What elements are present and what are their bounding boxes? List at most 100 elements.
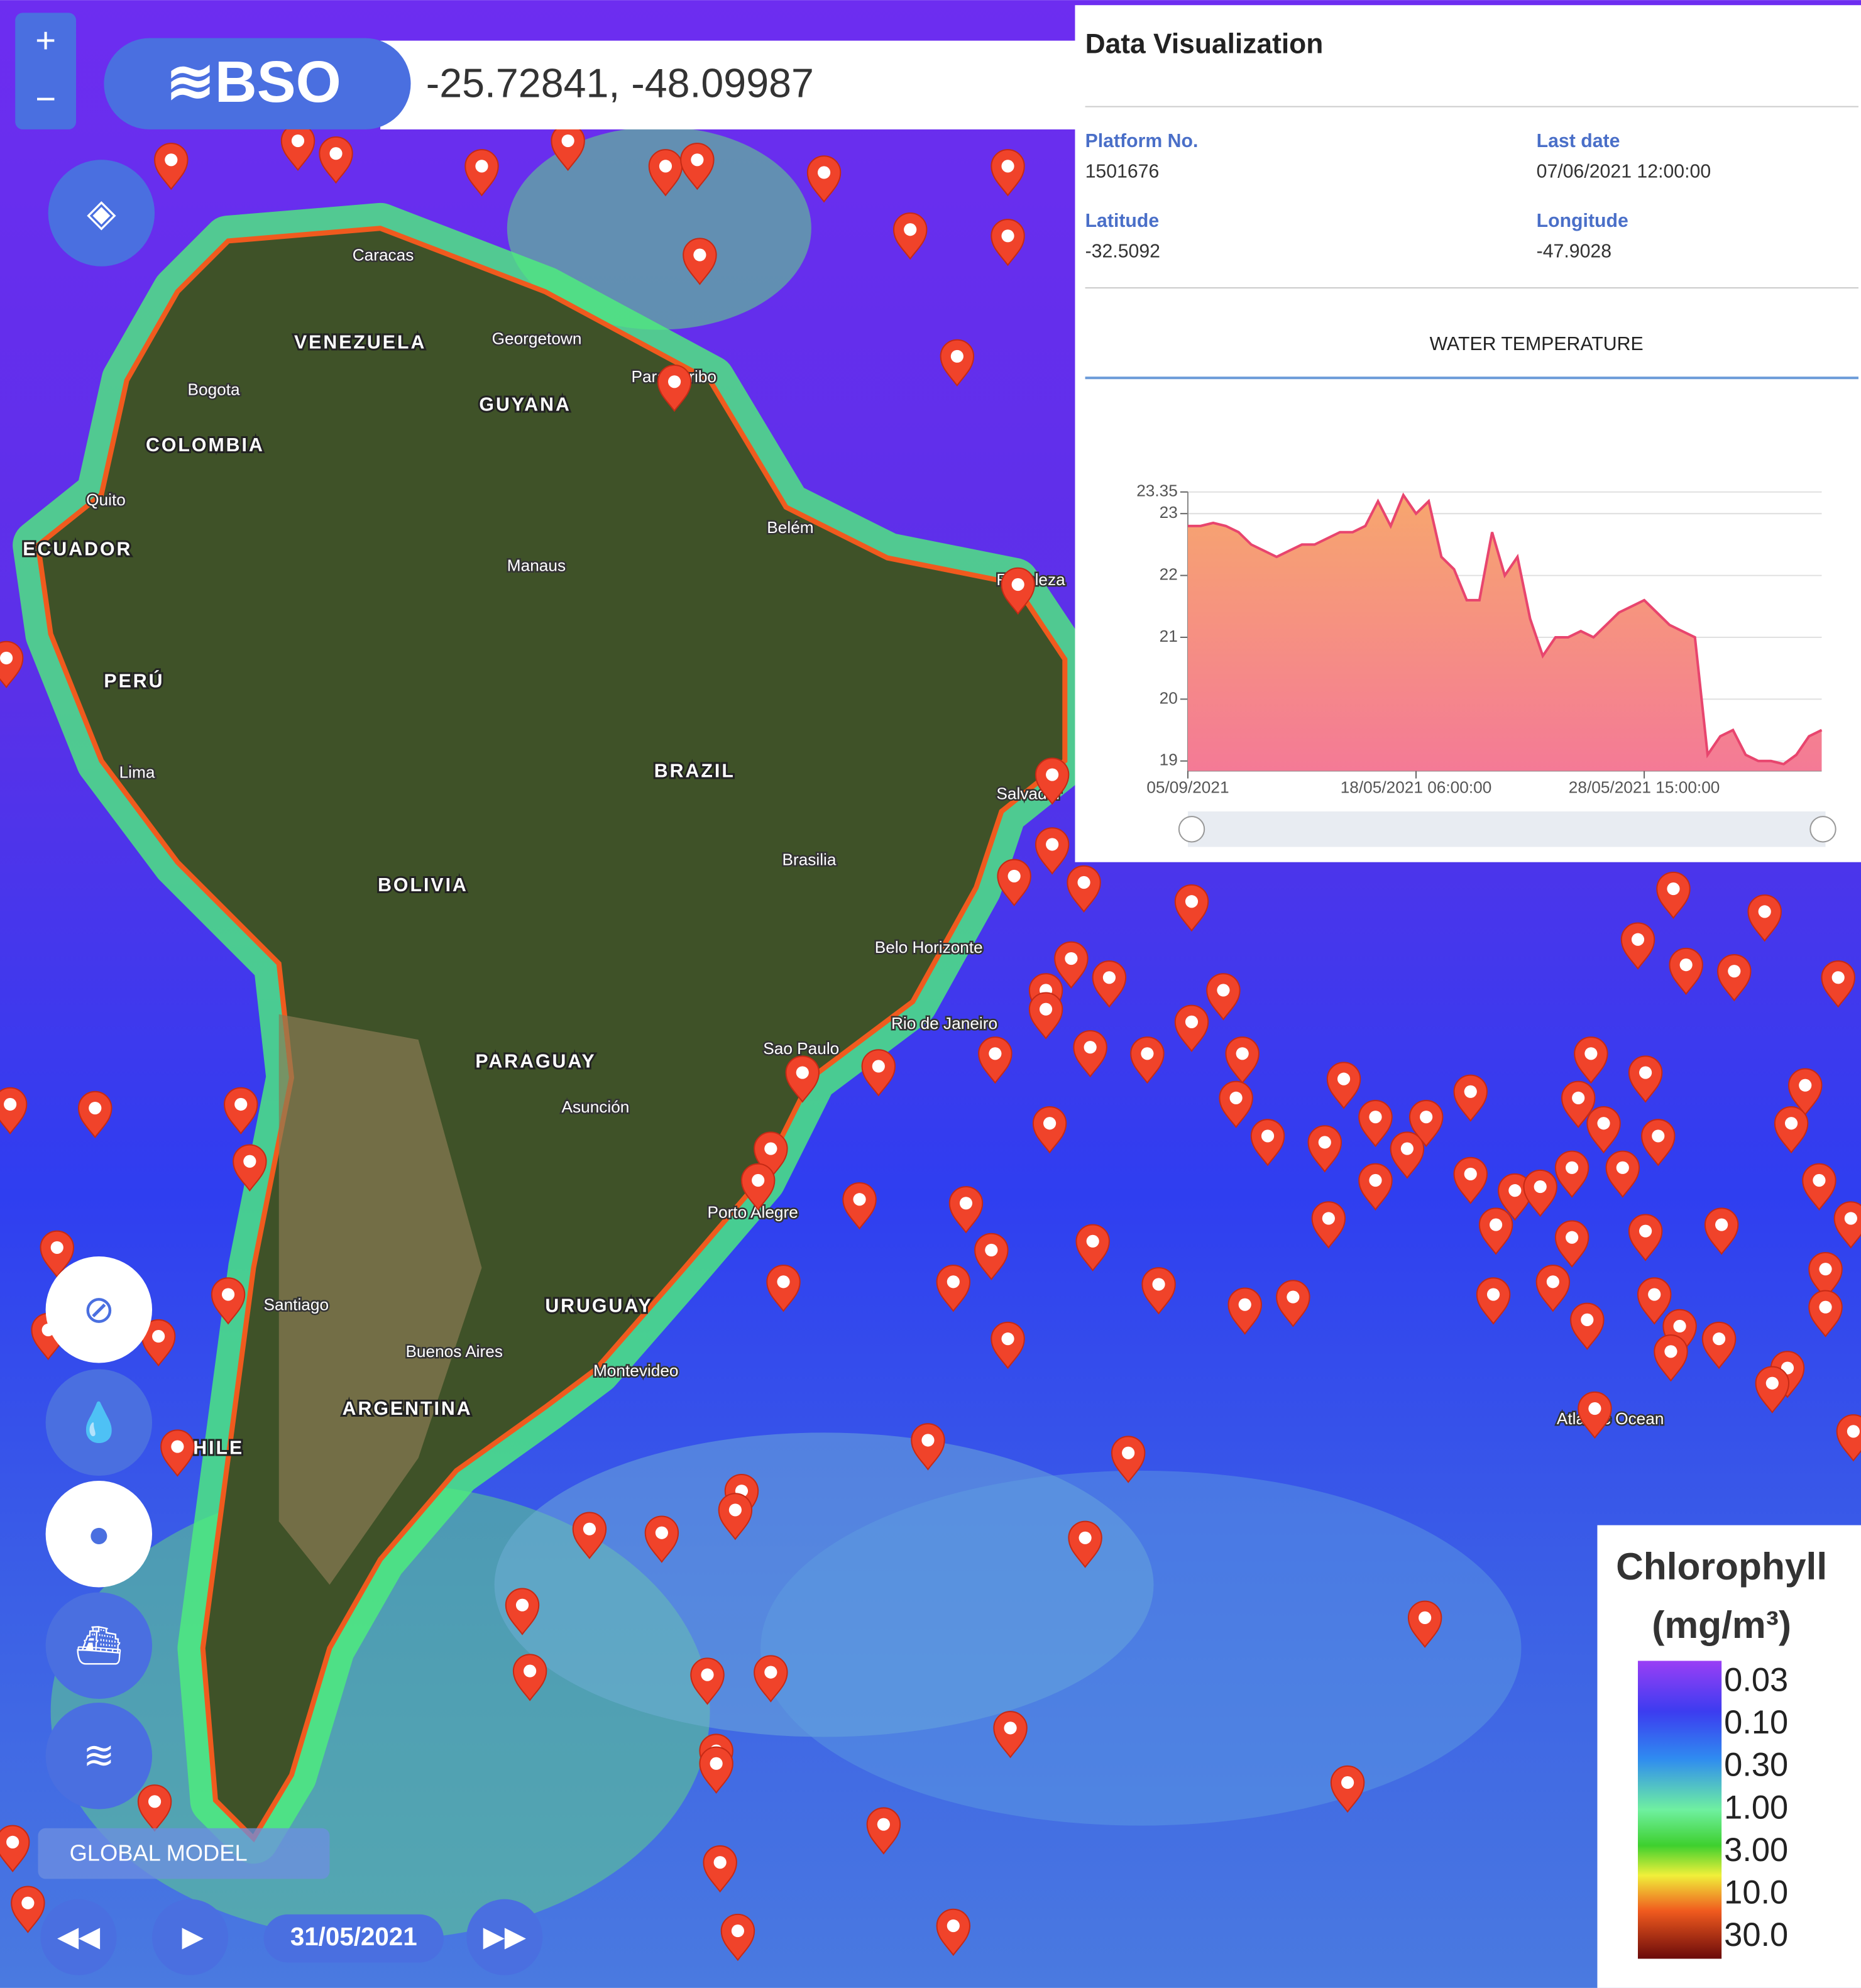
float-marker[interactable] <box>572 1512 607 1559</box>
float-marker[interactable] <box>644 1515 679 1563</box>
float-marker[interactable] <box>842 1182 877 1230</box>
float-marker[interactable] <box>1833 1201 1861 1249</box>
float-marker[interactable] <box>1808 1251 1843 1300</box>
tool-button[interactable] <box>45 1369 153 1476</box>
float-marker[interactable] <box>505 1588 540 1635</box>
float-marker[interactable] <box>1206 973 1241 1021</box>
float-marker[interactable] <box>718 1493 753 1540</box>
float-marker[interactable] <box>1578 1391 1612 1439</box>
float-marker[interactable] <box>1032 1106 1067 1154</box>
float-marker[interactable] <box>11 1886 45 1933</box>
logo-pill[interactable] <box>104 38 411 129</box>
float-marker[interactable] <box>1570 1302 1605 1350</box>
float-marker[interactable] <box>1774 1106 1809 1154</box>
float-marker[interactable] <box>1605 1150 1640 1198</box>
float-marker[interactable] <box>1035 827 1070 875</box>
float-marker[interactable] <box>911 1423 945 1471</box>
navigator-handle[interactable] <box>1178 816 1205 843</box>
float-marker[interactable] <box>137 1784 172 1832</box>
float-marker[interactable] <box>657 365 692 412</box>
float-marker[interactable] <box>1311 1201 1346 1249</box>
float-marker[interactable] <box>948 1186 984 1234</box>
float-marker[interactable] <box>1802 1163 1836 1211</box>
tool-button[interactable] <box>45 1256 153 1363</box>
float-marker[interactable] <box>690 1657 725 1705</box>
float-marker[interactable] <box>703 1845 737 1893</box>
float-marker[interactable] <box>512 1654 547 1701</box>
float-marker[interactable] <box>940 339 975 387</box>
float-marker[interactable] <box>766 1265 801 1312</box>
float-marker[interactable] <box>1669 947 1703 996</box>
rewind-button[interactable] <box>40 1899 117 1975</box>
float-marker[interactable] <box>1092 960 1127 1008</box>
float-marker[interactable] <box>1358 1163 1393 1211</box>
float-marker[interactable] <box>1307 1125 1342 1173</box>
navigator[interactable] <box>1187 811 1826 847</box>
float-marker[interactable] <box>974 1233 1009 1281</box>
float-marker[interactable] <box>1628 1055 1663 1103</box>
float-marker[interactable] <box>1478 1207 1513 1255</box>
float-marker[interactable] <box>464 149 499 197</box>
float-marker[interactable] <box>1276 1280 1310 1327</box>
float-marker[interactable] <box>1554 1220 1589 1268</box>
float-marker[interactable] <box>740 1163 776 1211</box>
float-marker[interactable] <box>680 143 715 190</box>
float-marker[interactable] <box>1141 1267 1176 1315</box>
float-marker[interactable] <box>1174 1004 1209 1052</box>
float-marker[interactable] <box>936 1908 971 1957</box>
float-marker[interactable] <box>1788 1068 1823 1116</box>
float-marker[interactable] <box>991 149 1025 197</box>
float-marker[interactable] <box>936 1265 971 1312</box>
float-marker[interactable] <box>0 640 24 689</box>
float-marker[interactable] <box>1001 567 1035 615</box>
float-marker[interactable] <box>978 1036 1013 1084</box>
float-marker[interactable] <box>1028 992 1063 1040</box>
float-marker[interactable] <box>141 1319 176 1367</box>
float-marker[interactable] <box>1498 1173 1532 1221</box>
float-marker[interactable] <box>1554 1150 1589 1198</box>
float-marker[interactable] <box>1535 1265 1571 1312</box>
float-marker[interactable] <box>78 1090 113 1139</box>
float-marker[interactable] <box>1836 1414 1861 1462</box>
float-marker[interactable] <box>993 1711 1028 1759</box>
float-marker[interactable] <box>1035 757 1070 805</box>
float-marker[interactable] <box>154 143 189 190</box>
float-marker[interactable] <box>1326 1062 1361 1109</box>
tool-button[interactable] <box>45 1592 153 1699</box>
navigator-handle[interactable] <box>1809 816 1836 843</box>
float-marker[interactable] <box>1130 1036 1165 1084</box>
float-marker[interactable] <box>683 238 717 285</box>
float-marker[interactable] <box>1747 894 1782 942</box>
date-pill[interactable] <box>263 1914 444 1963</box>
float-marker[interactable] <box>1574 1036 1608 1084</box>
float-marker[interactable] <box>1068 1520 1102 1568</box>
float-marker[interactable] <box>1054 941 1089 989</box>
float-marker[interactable] <box>1453 1074 1488 1122</box>
float-marker[interactable] <box>1225 1036 1260 1084</box>
float-marker[interactable] <box>319 136 353 184</box>
tool-button[interactable] <box>45 1481 153 1588</box>
float-marker[interactable] <box>1755 1366 1790 1414</box>
float-marker[interactable] <box>0 1825 30 1872</box>
float-marker[interactable] <box>1701 1321 1737 1370</box>
float-marker[interactable] <box>1561 1080 1596 1128</box>
float-marker[interactable] <box>861 1049 896 1097</box>
float-marker[interactable] <box>1453 1156 1488 1204</box>
float-marker[interactable] <box>1641 1119 1676 1167</box>
float-marker[interactable] <box>233 1144 267 1192</box>
float-marker[interactable] <box>1628 1214 1663 1261</box>
tool-button[interactable] <box>48 160 155 266</box>
play-button[interactable] <box>152 1899 229 1975</box>
float-marker[interactable] <box>892 212 928 260</box>
float-marker[interactable] <box>997 859 1031 906</box>
zoom-out[interactable]: − <box>35 79 56 118</box>
float-marker[interactable] <box>720 1913 755 1962</box>
float-marker[interactable] <box>1821 960 1855 1008</box>
float-marker[interactable] <box>224 1087 258 1135</box>
float-marker[interactable] <box>1075 1224 1110 1271</box>
float-marker[interactable] <box>785 1055 820 1103</box>
float-marker[interactable] <box>648 149 683 197</box>
float-marker[interactable] <box>1476 1277 1511 1325</box>
float-marker[interactable] <box>754 1655 788 1703</box>
float-marker[interactable] <box>1717 953 1752 1002</box>
